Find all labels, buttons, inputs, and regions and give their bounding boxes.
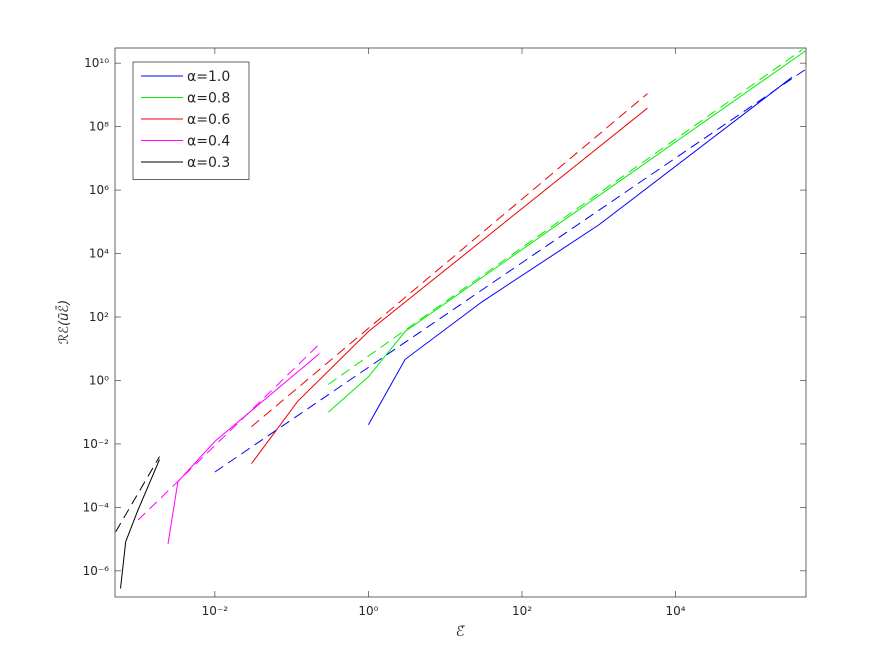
y-tick-label: 10⁴ [89,247,109,261]
x-tick-label: 10⁻² [202,604,229,618]
series-line [367,76,793,426]
y-tick-label: 10⁻² [83,437,110,451]
x-tick-label: 10⁴ [666,604,686,618]
y-axis-label: ℛℰ(ũℰ̄) [57,300,72,345]
series-line [214,68,807,473]
plot-frame [114,47,807,598]
x-tick-label: 10² [512,604,532,618]
y-tick-label: 10⁰ [89,373,109,387]
x-axis-label: ℰ̄ [456,624,465,640]
legend-label: α=0.3 [187,155,230,171]
series-line [120,459,160,589]
legend-label: α=0.4 [187,134,230,150]
series-line [251,93,648,428]
y-tick-label: 10⁻⁴ [83,500,110,514]
legend-label: α=0.8 [187,91,230,107]
series-line [328,49,803,385]
legend-box [132,61,250,180]
y-tick-label: 10⁸ [89,120,109,134]
series-line [115,456,160,533]
legend-label: α=0.6 [187,112,230,128]
series-line [251,107,648,464]
y-tick-label: 10² [89,310,109,324]
series-line [137,343,320,521]
legend-label: α=1.0 [187,69,230,85]
y-tick-label: 10⁶ [89,183,109,197]
series-line [327,50,807,413]
y-tick-label: 10⁻⁶ [83,564,110,578]
series-line [167,353,320,545]
y-tick-label: 10¹⁰ [84,56,109,70]
x-tick-label: 10⁰ [358,604,378,618]
